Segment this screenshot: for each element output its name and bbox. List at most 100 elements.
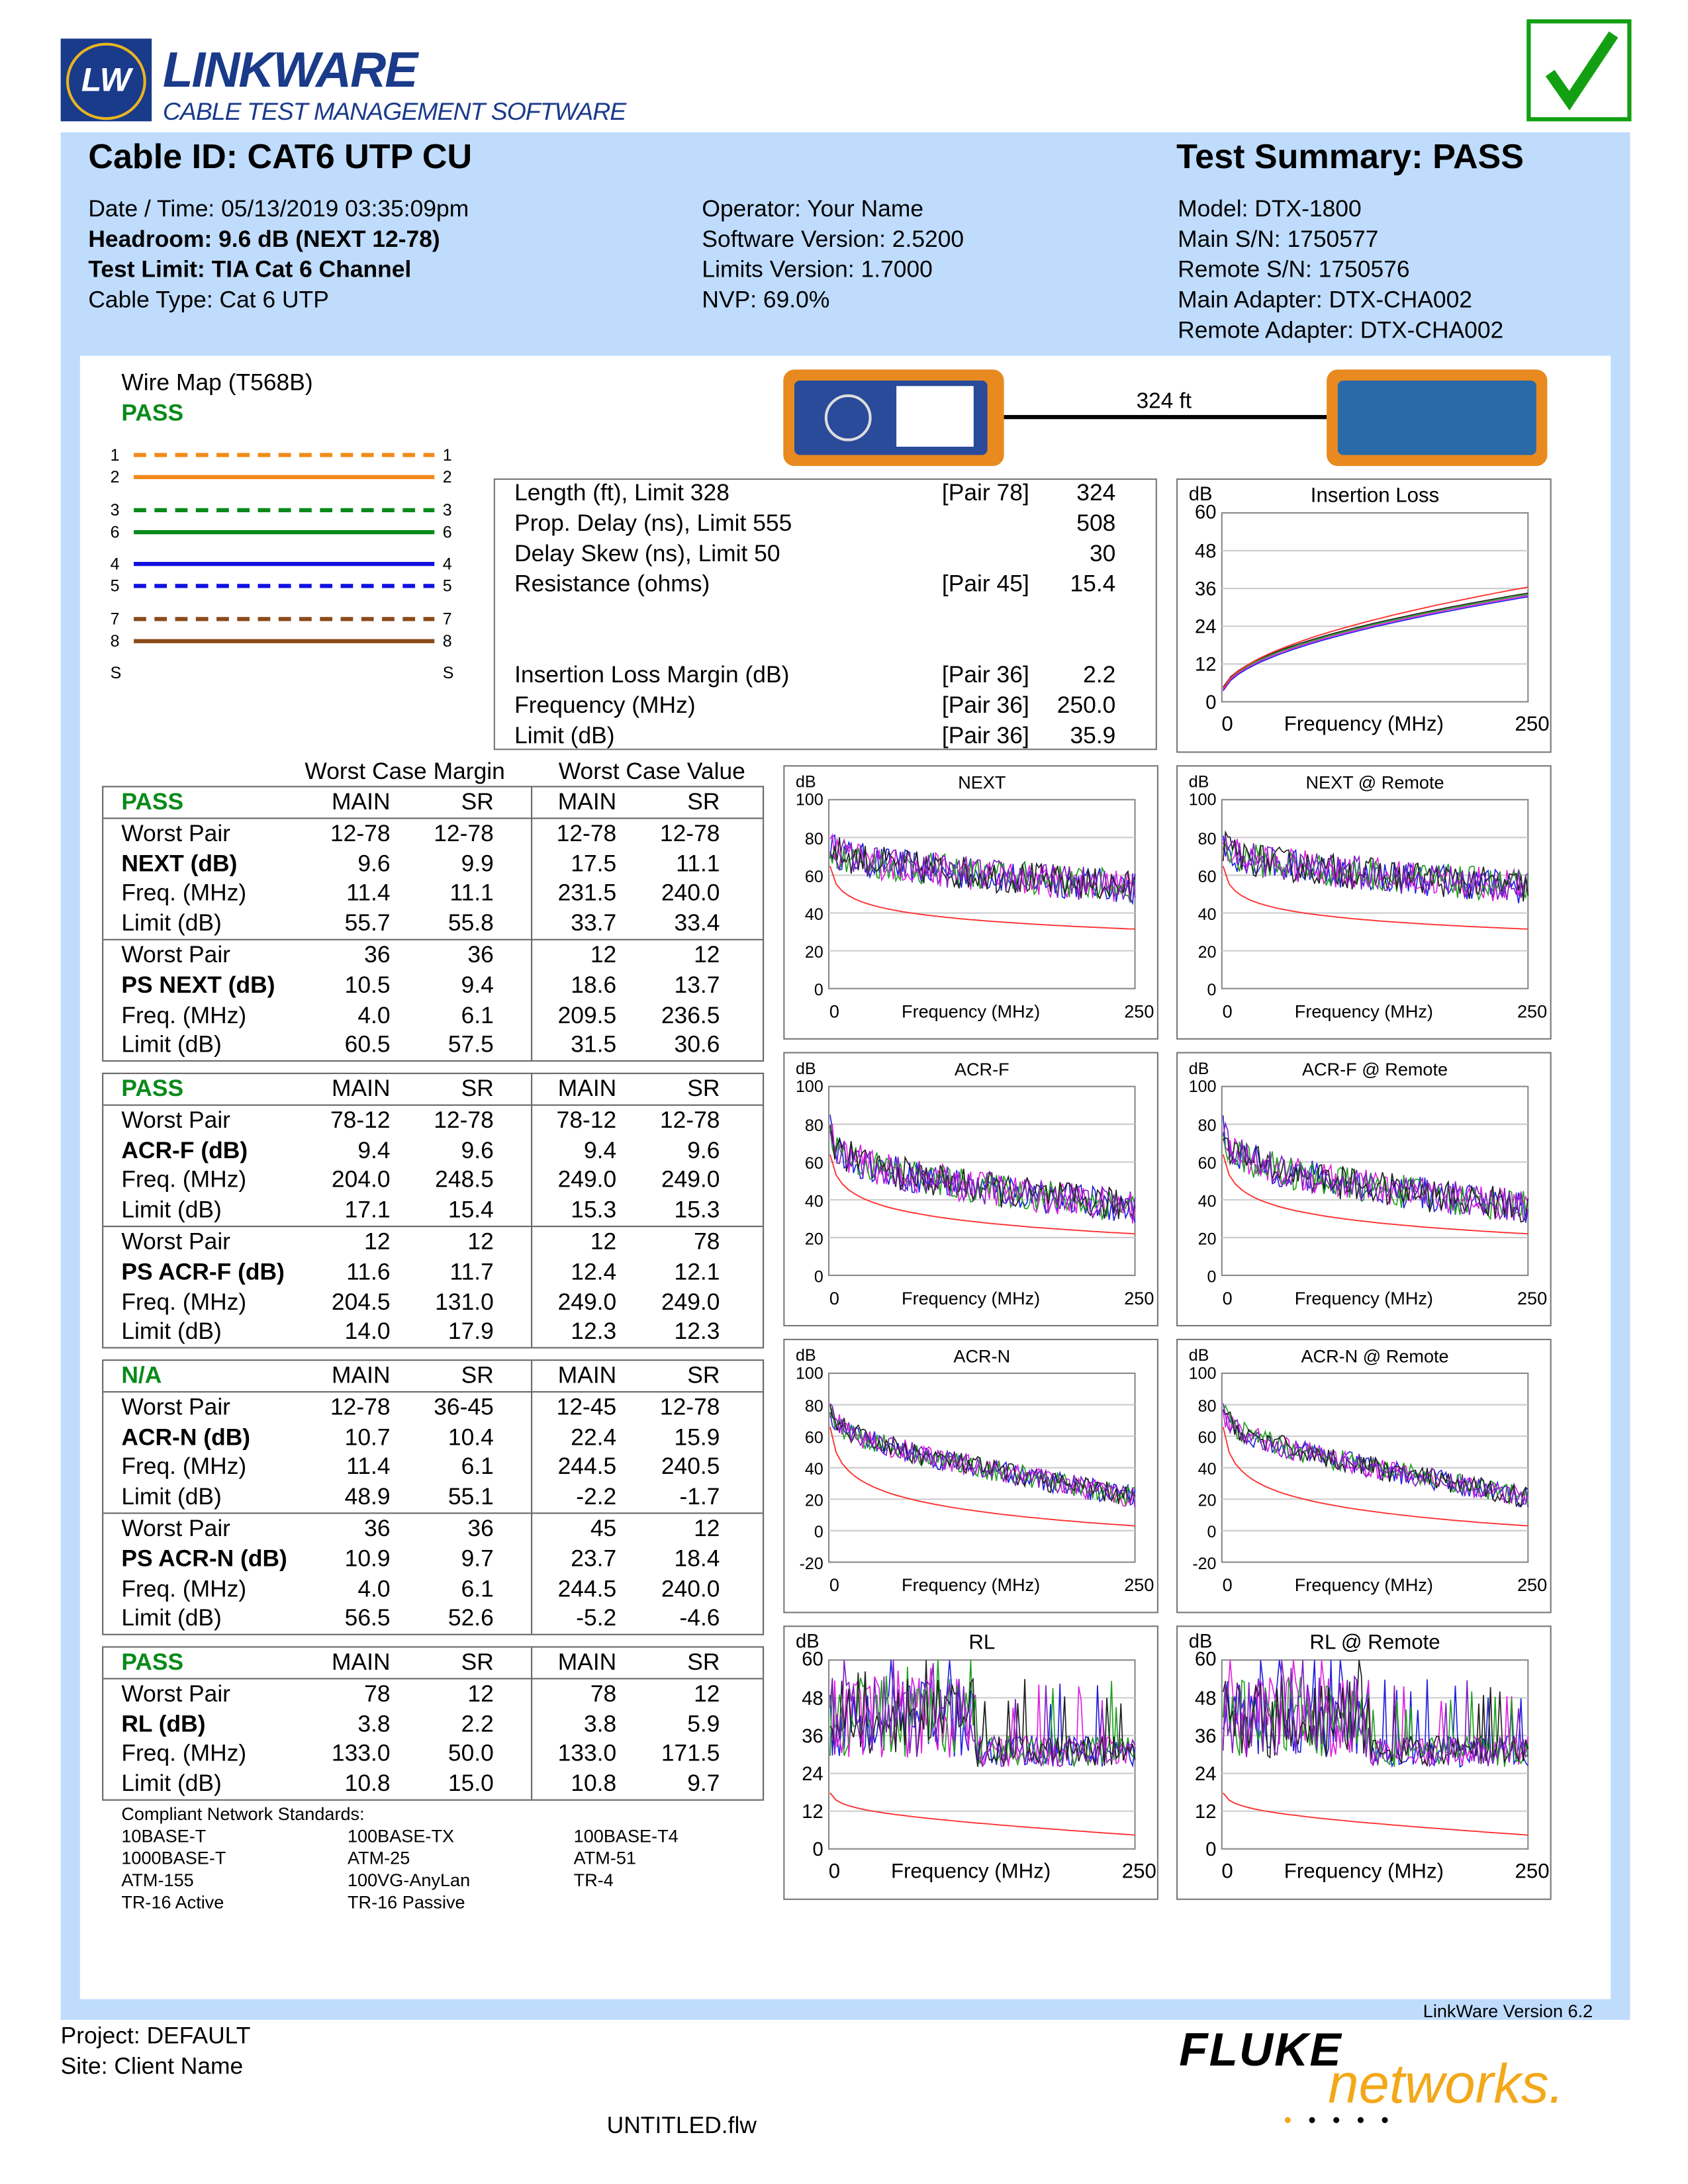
table-row: Worst Pair 78 12 78 12 bbox=[103, 1677, 763, 1709]
table-row: Freq. (MHz) 4.0 6.1 209.5 236.5 bbox=[103, 1001, 763, 1030]
cell-value: 6.1 bbox=[461, 1575, 494, 1602]
y-tick-label: 20 bbox=[1198, 1492, 1217, 1510]
row-label: Worst Pair bbox=[121, 941, 231, 968]
cell-value: 4.0 bbox=[357, 1575, 391, 1602]
table-row: Worst Pair 36 36 12 12 bbox=[103, 938, 763, 970]
row-label: Worst Pair bbox=[121, 1680, 231, 1707]
linkware-version: LinkWare Version 6.2 bbox=[1423, 2000, 1593, 2022]
measurement-label: Prop. Delay (ns), Limit 555 bbox=[514, 510, 792, 537]
x-tick-label: 250 bbox=[1124, 1288, 1154, 1308]
measurement-trace bbox=[1222, 835, 1529, 903]
x-tick-label: 0 bbox=[1223, 1001, 1233, 1021]
y-tick-label: 60 bbox=[1198, 868, 1217, 886]
x-tick-label: 0 bbox=[829, 1859, 840, 1882]
y-tick-label: 20 bbox=[805, 1230, 823, 1248]
measurement-trace bbox=[1222, 836, 1528, 901]
y-tick-label: 40 bbox=[805, 1460, 823, 1479]
cell-value: 17.1 bbox=[344, 1197, 391, 1224]
wiremap-title: Wire Map (T568B) bbox=[121, 369, 313, 396]
x-tick-label: 250 bbox=[1517, 1288, 1547, 1308]
x-tick-label: 250 bbox=[1517, 1574, 1547, 1595]
cell-value: 6.1 bbox=[461, 1453, 494, 1480]
row-label: Worst Pair bbox=[121, 1515, 231, 1542]
y-tick-label: 80 bbox=[805, 830, 823, 848]
logo-tagline: CABLE TEST MANAGEMENT SOFTWARE bbox=[162, 97, 626, 126]
cell-value: 231.5 bbox=[557, 880, 617, 907]
cell-value: 11.4 bbox=[346, 880, 391, 907]
chart-acrn: dB ACR-N -20 0 20 40 60 80 100 0 250 Frequency (MHz… bbox=[783, 1338, 1158, 1614]
row-label: Worst Pair bbox=[121, 1393, 231, 1420]
cell-value: 50.0 bbox=[447, 1740, 494, 1767]
wiremap-status: PASS bbox=[121, 400, 184, 426]
info-line: Main Adapter: DTX-CHA002 bbox=[1178, 287, 1473, 313]
cell-value: 9.9 bbox=[461, 850, 494, 877]
worst-case-value-header: Worst Case Value bbox=[558, 758, 745, 785]
measurement-row: Prop. Delay (ns), Limit 555 508 bbox=[495, 510, 1156, 541]
cell-value: 55.7 bbox=[344, 910, 391, 936]
measurement-trace bbox=[829, 1115, 1136, 1223]
y-tick-label: 40 bbox=[1198, 1460, 1217, 1479]
y-unit-label: dB bbox=[796, 773, 816, 792]
chart-acrf: dB ACR-F 0 20 40 60 80 100 0 250 Frequency (MHz) bbox=[783, 1052, 1158, 1327]
standard-item: 10BASE-T bbox=[121, 1825, 207, 1846]
info-line: Remote Adapter: DTX-CHA002 bbox=[1178, 317, 1504, 343]
table-status: PASS bbox=[121, 788, 184, 815]
cell-value: 209.5 bbox=[557, 1001, 617, 1028]
y-tick-label: 20 bbox=[1198, 943, 1217, 962]
cell-value: 60.5 bbox=[344, 1032, 391, 1058]
shield-label: S bbox=[443, 664, 454, 682]
table-row: Limit (dB) 55.7 55.8 33.7 33.4 bbox=[103, 909, 763, 938]
table-row: ACR-N (dB) 10.7 10.4 22.4 15.9 bbox=[103, 1422, 763, 1452]
measurement-label: Limit (dB) bbox=[514, 722, 615, 749]
cell-value: 78 bbox=[364, 1680, 391, 1707]
table-row: Freq. (MHz) 204.5 131.0 249.0 249.0 bbox=[103, 1287, 763, 1317]
column-header: SR bbox=[461, 1362, 494, 1388]
logo-name: LINKWARE bbox=[162, 41, 418, 98]
cell-value: 13.7 bbox=[674, 972, 720, 998]
x-tick-label: 0 bbox=[829, 1574, 839, 1595]
table-row: PS ACR-F (dB) 11.6 11.7 12.4 12.1 bbox=[103, 1257, 763, 1287]
y-tick-label: 20 bbox=[1198, 1230, 1217, 1248]
column-header: MAIN bbox=[557, 1649, 617, 1676]
cell-value: 171.5 bbox=[661, 1740, 720, 1767]
cell-value: 11.7 bbox=[449, 1258, 494, 1285]
x-tick-label: 250 bbox=[1122, 1859, 1156, 1882]
row-label: Limit (dB) bbox=[121, 1605, 222, 1632]
shield-label: S bbox=[111, 664, 122, 682]
y-unit-label: dB bbox=[796, 1060, 816, 1078]
table-status: PASS bbox=[121, 1649, 184, 1676]
row-label: Freq. (MHz) bbox=[121, 1289, 247, 1315]
cell-value: 9.4 bbox=[583, 1136, 617, 1163]
row-label: Freq. (MHz) bbox=[121, 1575, 247, 1602]
limit-line bbox=[829, 866, 1135, 930]
cell-value: 48.9 bbox=[344, 1484, 391, 1510]
table-row: Limit (dB) 48.9 55.1 -2.2 -1.7 bbox=[103, 1482, 763, 1512]
measurement-trace bbox=[829, 1123, 1136, 1224]
info-line: Operator: Your Name bbox=[702, 195, 924, 222]
y-unit-label: dB bbox=[1189, 1631, 1213, 1653]
cell-value: 10.8 bbox=[571, 1770, 617, 1797]
row-label: PS ACR-N (dB) bbox=[121, 1545, 287, 1572]
info-line: Cable Type: Cat 6 UTP bbox=[88, 287, 329, 313]
pin-label: 5 bbox=[443, 577, 452, 596]
cell-value: 9.4 bbox=[357, 1136, 391, 1163]
info-column-1: Date / Time: 05/13/2019 03:35:09pm Headro… bbox=[88, 195, 469, 316]
measurement-trace bbox=[1222, 1132, 1528, 1221]
limit-line bbox=[829, 1426, 1135, 1527]
table-row: NEXT (dB) 9.6 9.9 17.5 11.1 bbox=[103, 848, 763, 878]
y-tick-label: 40 bbox=[1198, 1192, 1217, 1210]
y-tick-label: 100 bbox=[796, 791, 823, 809]
y-tick-label: 80 bbox=[1198, 1116, 1217, 1135]
cell-value: 15.9 bbox=[674, 1424, 720, 1450]
cell-value: 11.1 bbox=[676, 850, 720, 877]
measurement-trace bbox=[1222, 1404, 1529, 1506]
cell-value: 12-78 bbox=[330, 1393, 391, 1420]
table-row: PS NEXT (dB) 10.5 9.4 18.6 13.7 bbox=[103, 970, 763, 1000]
y-tick-label: 0 bbox=[1205, 1839, 1216, 1860]
y-tick-label: 100 bbox=[1189, 791, 1217, 809]
cell-value: 240.5 bbox=[661, 1453, 720, 1480]
results-table: PASS MAIN SR MAIN SR Worst Pair 78 12 78 12 RL (dB… bbox=[102, 1646, 765, 1801]
y-tick-label: 80 bbox=[1198, 1397, 1217, 1416]
cell-value: 9.7 bbox=[687, 1770, 720, 1797]
column-header: MAIN bbox=[557, 788, 617, 815]
